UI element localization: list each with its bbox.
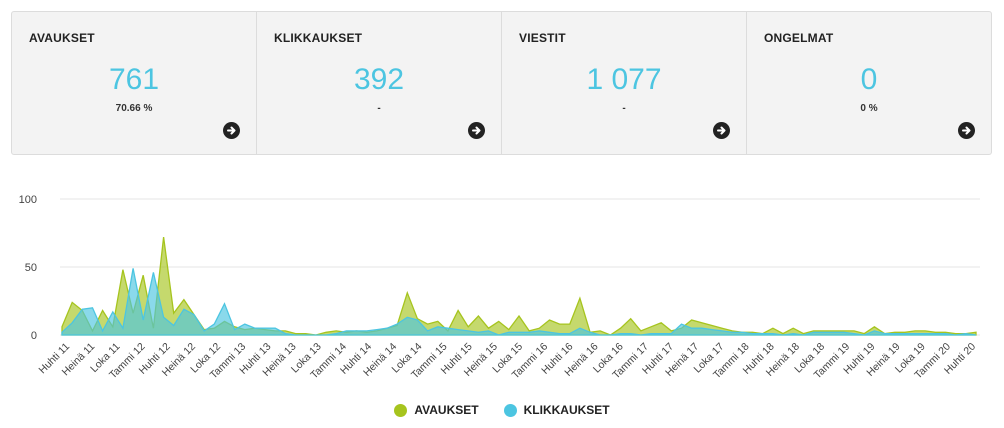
stat-subvalue: - bbox=[377, 103, 381, 114]
stat-value: 761 bbox=[108, 63, 160, 96]
arrow-right-icon[interactable] bbox=[958, 122, 975, 139]
stat-subvalue: 0 % bbox=[860, 103, 878, 114]
y-tick-label: 50 bbox=[25, 262, 37, 274]
stat-klikkaukset: KLIKKAUKSET 392 - bbox=[257, 12, 502, 154]
chart-legend: AVAUKSET KLIKKAUKSET bbox=[0, 403, 1004, 417]
arrow-right-icon[interactable] bbox=[223, 122, 240, 139]
stat-avaukset: AVAUKSET 761 70.66 % bbox=[12, 12, 257, 154]
stat-viestit: VIESTIT 1 077 - bbox=[502, 12, 747, 154]
stat-subvalue: 70.66 % bbox=[115, 103, 153, 114]
stat-subvalue: - bbox=[622, 103, 626, 114]
stat-ongelmat: ONGELMAT 0 0 % bbox=[747, 12, 991, 154]
stat-label: ONGELMAT bbox=[764, 31, 834, 45]
stat-value: 392 bbox=[353, 63, 405, 96]
stat-label: VIESTIT bbox=[519, 31, 566, 45]
stat-label: AVAUKSET bbox=[29, 31, 95, 45]
legend-dot-klikkaukset bbox=[503, 403, 517, 417]
legend-item-klikkaukset[interactable]: KLIKKAUKSET bbox=[503, 403, 610, 417]
stat-value: 0 bbox=[860, 63, 878, 96]
legend-label: KLIKKAUKSET bbox=[523, 403, 610, 417]
stats-panel: AVAUKSET 761 70.66 % KLIKKAUKSET 392 - V… bbox=[11, 11, 992, 155]
y-tick-label: 100 bbox=[19, 194, 37, 206]
stat-label: KLIKKAUKSET bbox=[274, 31, 363, 45]
legend-dot-avaukset bbox=[394, 403, 408, 417]
legend-label: AVAUKSET bbox=[414, 403, 479, 417]
arrow-right-icon[interactable] bbox=[713, 122, 730, 139]
y-tick-label: 0 bbox=[31, 330, 37, 342]
stat-value: 1 077 bbox=[586, 63, 662, 96]
arrow-right-icon[interactable] bbox=[468, 122, 485, 139]
area-series-avaukset bbox=[61, 237, 977, 336]
legend-item-avaukset[interactable]: AVAUKSET bbox=[394, 403, 479, 417]
area-series-klikkaukset bbox=[61, 268, 977, 336]
